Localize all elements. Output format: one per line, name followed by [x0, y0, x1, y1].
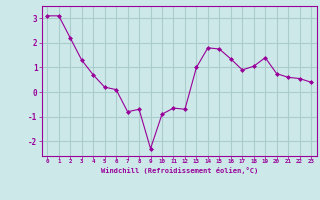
X-axis label: Windchill (Refroidissement éolien,°C): Windchill (Refroidissement éolien,°C)	[100, 167, 258, 174]
